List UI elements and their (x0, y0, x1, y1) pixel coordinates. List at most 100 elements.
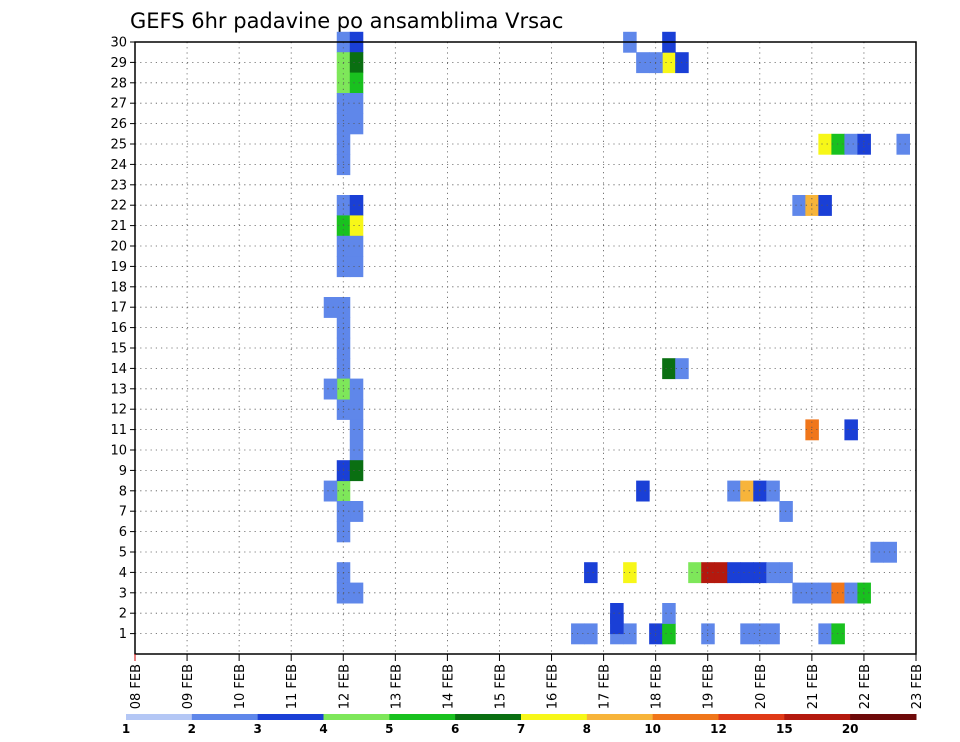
y-tick-label: 5 (119, 546, 127, 561)
colorbar-swatch (455, 714, 522, 720)
x-tick-label: 18 FEB (650, 664, 665, 709)
heatmap-cell (349, 399, 364, 420)
y-tick-label: 17 (110, 301, 127, 316)
x-tick-label: 23 FEB (910, 664, 925, 709)
x-tick-label: 17 FEB (598, 664, 613, 709)
heatmap-cell (870, 541, 884, 563)
y-tick-label: 7 (119, 505, 127, 520)
heatmap-cell (688, 562, 702, 584)
heatmap-cell (740, 562, 754, 584)
colorbar-swatch (126, 714, 193, 720)
chart-title: GEFS 6hr padavine po ansamblima Vrsac (130, 9, 563, 33)
y-tick-label: 14 (110, 362, 127, 377)
x-tick-label: 19 FEB (702, 664, 717, 709)
heatmap-cell (766, 480, 780, 502)
heatmap-cell (662, 358, 676, 380)
y-tick-label: 4 (119, 566, 127, 581)
colorbar-label: 2 (188, 722, 196, 736)
y-tick-label: 25 (110, 138, 127, 153)
heatmap-cell (349, 72, 364, 94)
heatmap-cell (818, 623, 832, 645)
heatmap-cell (714, 562, 728, 584)
colorbar-swatch (850, 714, 917, 720)
heatmap-cell (896, 133, 910, 155)
colorbar-swatch (191, 714, 259, 720)
heatmap-cell (349, 215, 364, 237)
colorbar-label: 7 (517, 722, 525, 736)
heatmap-cell (740, 480, 754, 502)
x-axis: 08 FEB 09 FEB 10 FEB 11 FEB 12 FEB 13 FEB 14 F… (129, 654, 925, 709)
y-tick-label: 20 (110, 240, 127, 255)
x-tick-label: 14 FEB (441, 664, 456, 709)
x-tick-label: 21 FEB (806, 664, 821, 709)
x-tick-label: 13 FEB (389, 664, 404, 709)
heatmap-cell (349, 378, 364, 400)
y-tick-label: 18 (110, 280, 127, 295)
heatmap-cell (662, 603, 676, 624)
colorbar-label: 8 (583, 722, 591, 736)
colorbar-swatch (257, 714, 324, 720)
y-tick-label: 15 (110, 342, 127, 357)
y-tick-label: 10 (110, 444, 127, 459)
heatmap-cell (844, 582, 858, 604)
heatmap-cell (349, 419, 364, 441)
y-tick-label: 11 (110, 423, 127, 438)
heatmap-cell (740, 623, 754, 645)
y-tick-label: 29 (110, 56, 127, 71)
colorbar-swatch (586, 714, 654, 720)
heatmap-cell (349, 113, 364, 135)
y-tick-label: 21 (110, 219, 127, 234)
gridlines (135, 42, 916, 654)
heatmap-cell (349, 501, 364, 522)
heatmap-cell (349, 195, 364, 216)
colorbar-swatch (652, 714, 719, 720)
x-tick-label: 10 FEB (233, 664, 248, 709)
x-tick-label: 16 FEB (546, 664, 561, 709)
colorbar-label: 15 (776, 722, 793, 736)
heatmap-cell (818, 195, 832, 216)
colorbar-label: 20 (842, 722, 859, 736)
y-tick-label: 26 (110, 117, 127, 132)
x-tick-label: 11 FEB (285, 664, 300, 709)
heatmap-cell (323, 378, 338, 400)
y-tick-label: 16 (110, 321, 127, 336)
colorbar-label: 12 (710, 722, 727, 736)
y-tick-label: 6 (119, 525, 127, 540)
y-tick-label: 12 (110, 403, 127, 418)
heatmap-cell (349, 582, 364, 604)
colorbar-label: 4 (319, 722, 327, 736)
colorbar-label: 6 (451, 722, 459, 736)
y-tick-label: 28 (110, 76, 127, 91)
y-tick-label: 22 (110, 199, 127, 214)
heatmap-cell (610, 613, 624, 635)
heatmap-cell (766, 623, 780, 645)
colorbar-label: 3 (253, 722, 261, 736)
heatmap-cell (349, 256, 364, 278)
heatmap-cell (349, 439, 364, 461)
heatmap-cell (662, 623, 676, 645)
colorbar-swatch (521, 714, 588, 720)
heatmap-cell (349, 93, 364, 114)
colorbar-swatch (784, 714, 851, 720)
x-tick-label: 09 FEB (181, 664, 196, 709)
heatmap-cell (349, 460, 364, 482)
heatmap-cell (323, 480, 338, 502)
x-tick-label: 08 FEB (129, 664, 144, 709)
y-tick-label: 9 (119, 464, 127, 479)
heatmap-cell (636, 480, 650, 502)
y-tick-label: 30 (110, 36, 127, 51)
colorbar-label: 5 (385, 722, 393, 736)
heatmap-cell (349, 235, 364, 257)
colorbar-label: 1 (122, 722, 130, 736)
y-tick-label: 23 (110, 178, 127, 193)
heatmap-cell (792, 195, 806, 216)
y-axis: 1234567891011121314151617181920212223242… (110, 36, 135, 642)
y-tick-label: 8 (119, 484, 127, 499)
x-tick-label: 20 FEB (754, 664, 769, 709)
colorbar-swatch (323, 714, 390, 720)
heatmap-cell (818, 582, 832, 604)
x-tick-label: 12 FEB (337, 664, 352, 709)
heatmap-cell (766, 562, 780, 584)
y-tick-label: 27 (110, 97, 127, 112)
